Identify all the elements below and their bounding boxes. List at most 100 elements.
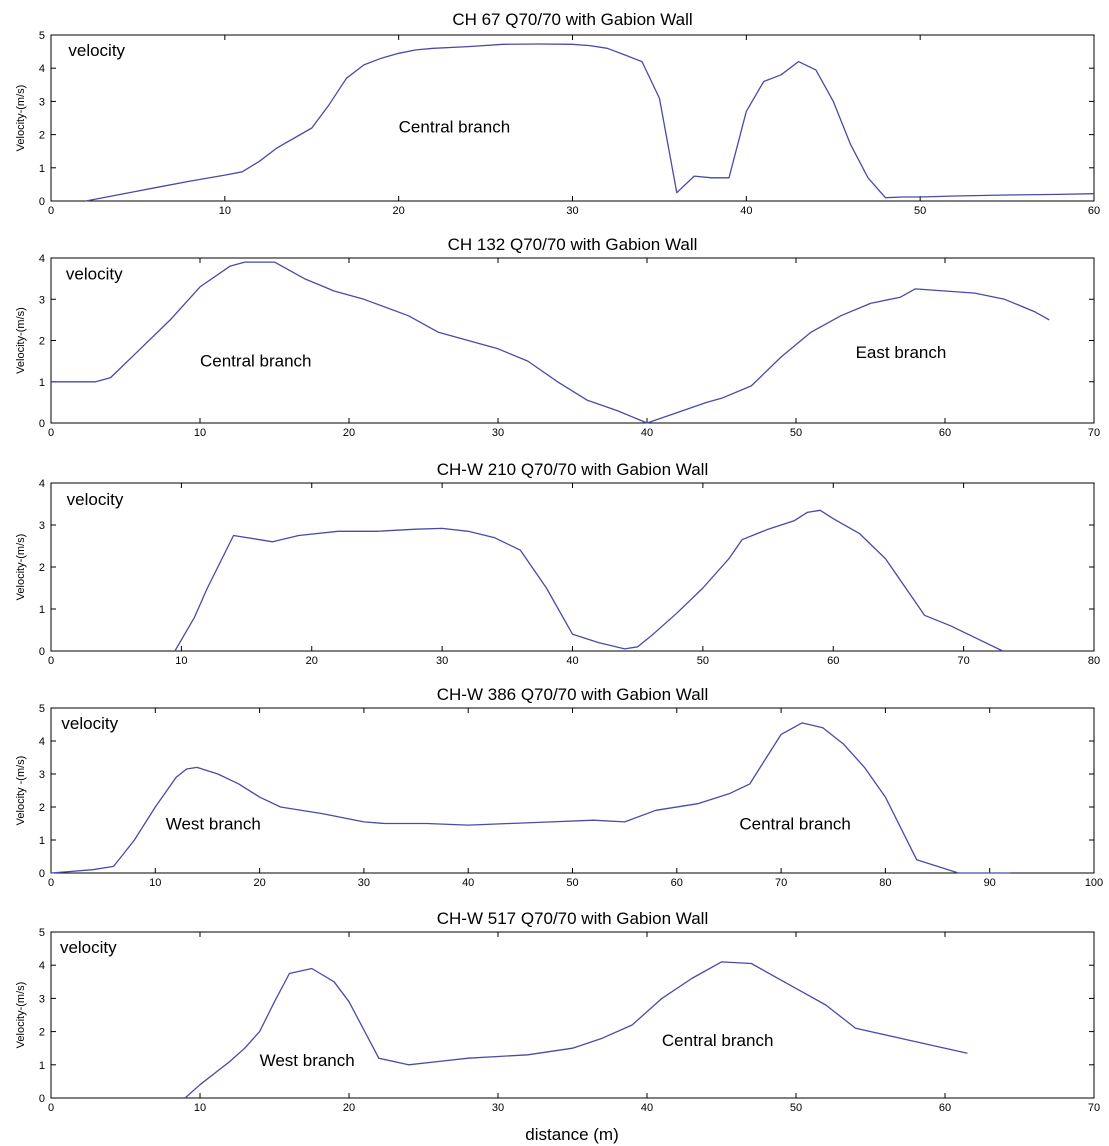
panel-5: CH-W 517 Q70/70 with Gabion Wall 0 10 20 30 4…	[15, 909, 1100, 1114]
y-tick-label: 5	[39, 30, 45, 42]
x-tick-label: 70	[1088, 1102, 1100, 1114]
x-tick-label: 10	[219, 205, 231, 217]
plot-frame	[50, 482, 1095, 652]
y-axis-label: Velocity -(m/s)	[15, 756, 27, 826]
y-tick-label: 0	[39, 868, 45, 880]
x-tick-label: 60	[939, 427, 951, 439]
y-tick-label: 1	[39, 1060, 45, 1072]
x-tick-label: 50	[790, 427, 802, 439]
y-tick-label: 3	[39, 96, 45, 108]
y-axis-label: Velocity-(m/s)	[15, 982, 27, 1049]
annotation-label: velocity	[66, 265, 123, 284]
velocity-line	[85, 43, 1095, 202]
x-tick-label: 100	[1085, 877, 1103, 889]
annotation-label: velocity	[67, 490, 124, 509]
y-tick-label: 4	[39, 253, 45, 265]
velocity-line	[51, 261, 1050, 424]
annotation-label: Central branch	[200, 351, 312, 370]
y-axis-label: Velocity-(m/s)	[15, 534, 27, 601]
y-tick-label: 4	[39, 63, 45, 75]
x-tick-label: 30	[492, 1102, 504, 1114]
y-tick-label: 1	[39, 835, 45, 847]
y-tick-label: 4	[39, 478, 45, 490]
x-tick-label: 40	[566, 655, 578, 667]
x-tick-label: 0	[48, 655, 54, 667]
y-axis-label: Velocity-(m/s)	[15, 307, 27, 374]
x-tick-label: 30	[436, 655, 448, 667]
x-tick-label: 20	[393, 205, 405, 217]
y-tick-label: 0	[39, 418, 45, 430]
plot-frame	[50, 34, 1095, 202]
x-tick-label: 50	[914, 205, 926, 217]
x-tick-label: 10	[194, 1102, 206, 1114]
y-tick-label: 3	[39, 294, 45, 306]
plot-frame	[50, 257, 1095, 424]
velocity-line	[50, 722, 1011, 874]
y-axis-label: Velocity-(m/s)	[15, 85, 27, 152]
panel-title: CH-W 210 Q70/70 with Gabion Wall	[437, 460, 708, 479]
annotation-label: Central branch	[739, 815, 851, 834]
panel-title: CH 67 Q70/70 with Gabion Wall	[452, 10, 692, 29]
annotation-label: Central branch	[662, 1031, 774, 1050]
x-tick-label: 50	[566, 877, 578, 889]
x-tick-label: 60	[1088, 205, 1100, 217]
annotation-label: velocity	[60, 938, 117, 957]
panel-3: CH-W 210 Q70/70 with Gabion Wall 0 10 20 30 4…	[15, 460, 1100, 667]
annotation-label: West branch	[260, 1051, 355, 1070]
panel-title: CH 132 Q70/70 with Gabion Wall	[448, 235, 698, 254]
x-tick-label: 70	[958, 655, 970, 667]
x-tick-label: 20	[343, 1102, 355, 1114]
panel-title: CH-W 517 Q70/70 with Gabion Wall	[437, 909, 708, 928]
y-tick-label: 5	[39, 703, 45, 715]
x-tick-label: 10	[194, 427, 206, 439]
x-tick-label: 0	[48, 427, 54, 439]
y-tick-label: 2	[39, 562, 45, 574]
y-tick-label: 2	[39, 1027, 45, 1039]
x-tick-label: 30	[566, 205, 578, 217]
x-tick-label: 20	[343, 427, 355, 439]
annotation-label: velocity	[68, 41, 125, 60]
y-tick-label: 4	[39, 960, 45, 972]
y-tick-label: 5	[39, 927, 45, 939]
annotation-label: East branch	[856, 343, 947, 362]
x-tick-label: 60	[827, 655, 839, 667]
x-tick-label: 50	[697, 655, 709, 667]
y-tick-label: 3	[39, 769, 45, 781]
x-tick-label: 90	[984, 877, 996, 889]
y-tick-label: 2	[39, 130, 45, 142]
x-axis-label: distance (m)	[525, 1125, 619, 1144]
y-tick-label: 1	[39, 604, 45, 616]
x-tick-label: 60	[939, 1102, 951, 1114]
y-tick-label: 0	[39, 196, 45, 208]
x-tick-label: 0	[48, 877, 54, 889]
y-tick-label: 1	[39, 163, 45, 175]
x-tick-label: 60	[671, 877, 683, 889]
x-tick-label: 10	[175, 655, 187, 667]
x-tick-label: 70	[1088, 427, 1100, 439]
x-tick-label: 70	[775, 877, 787, 889]
y-tick-label: 2	[39, 802, 45, 814]
x-tick-label: 40	[641, 427, 653, 439]
plot-frame	[50, 707, 1095, 874]
x-tick-label: 20	[306, 655, 318, 667]
y-tick-label: 2	[39, 336, 45, 348]
annotation-label: velocity	[61, 714, 118, 733]
x-tick-label: 50	[790, 1102, 802, 1114]
velocity-line	[184, 961, 968, 1099]
panel-title: CH-W 386 Q70/70 with Gabion Wall	[437, 685, 708, 704]
y-tick-label: 0	[39, 1093, 45, 1105]
annotation-label: West branch	[166, 815, 261, 834]
y-tick-label: 1	[39, 377, 45, 389]
x-tick-label: 40	[462, 877, 474, 889]
annotation-label: Central branch	[399, 117, 511, 136]
y-tick-label: 4	[39, 736, 45, 748]
x-tick-label: 40	[740, 205, 752, 217]
y-tick-label: 3	[39, 520, 45, 532]
x-tick-label: 30	[492, 427, 504, 439]
x-tick-label: 0	[48, 205, 54, 217]
velocity-line	[174, 509, 1003, 652]
